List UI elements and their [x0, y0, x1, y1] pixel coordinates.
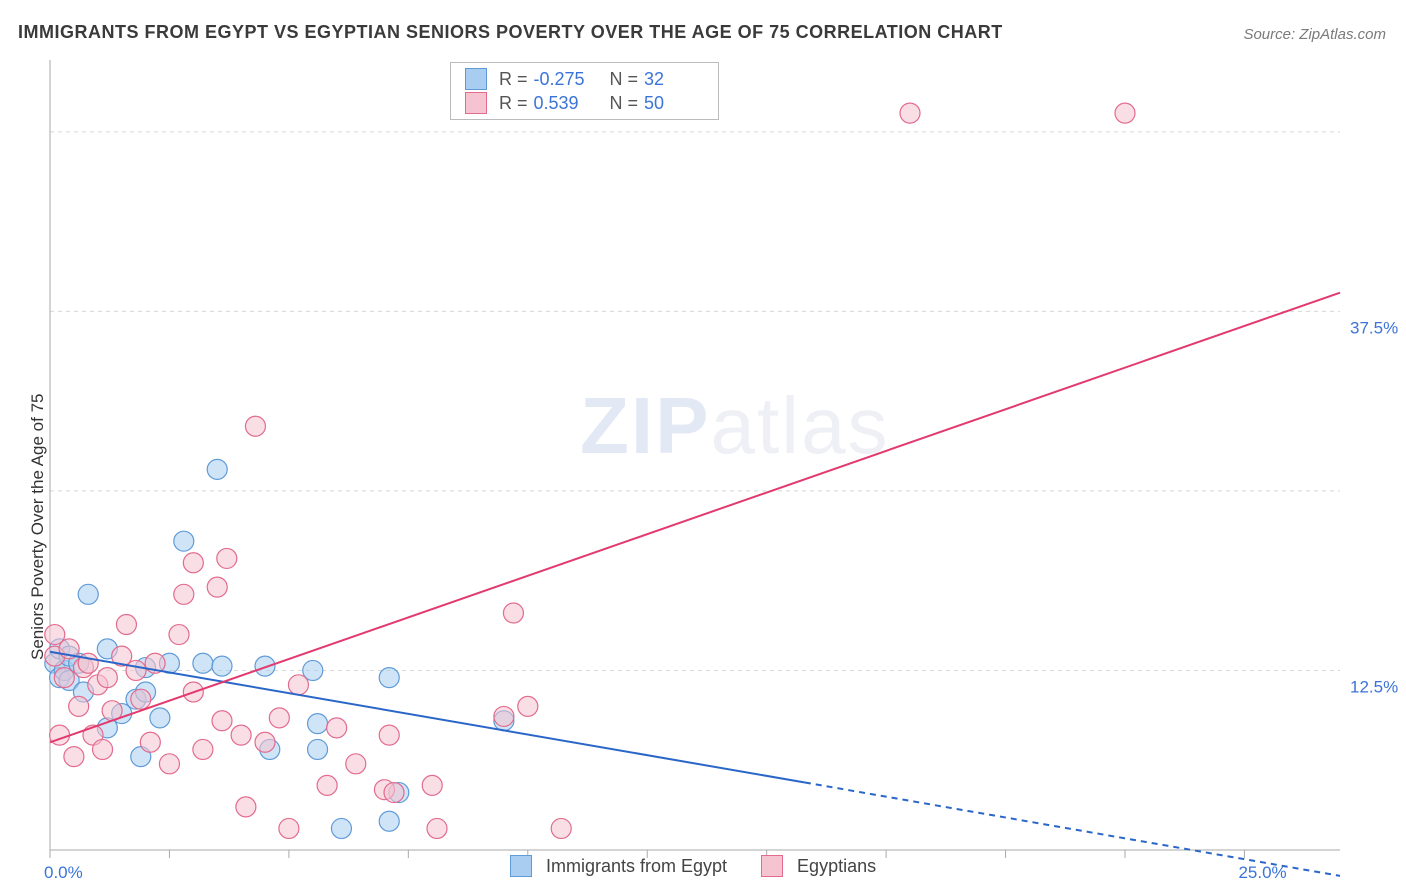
data-point	[327, 718, 347, 738]
data-point	[212, 656, 232, 676]
data-point	[97, 668, 117, 688]
data-point	[69, 696, 89, 716]
chart-plot-area: 12.5%37.5%0.0%25.0%	[50, 60, 1386, 860]
data-point	[64, 747, 84, 767]
data-point	[169, 625, 189, 645]
y-tick-label: 12.5%	[1350, 677, 1398, 696]
data-point	[427, 818, 447, 838]
data-point	[217, 548, 237, 568]
legend-r-value: -0.275	[534, 69, 594, 90]
data-point	[1115, 103, 1135, 123]
data-point	[207, 459, 227, 479]
data-point	[308, 714, 328, 734]
data-point	[494, 706, 514, 726]
data-point	[159, 754, 179, 774]
data-point	[518, 696, 538, 716]
y-axis-label: Seniors Poverty Over the Age of 75	[28, 394, 48, 660]
legend-swatch	[761, 855, 783, 877]
data-point	[140, 732, 160, 752]
legend-series-label: Immigrants from Egypt	[546, 856, 727, 877]
data-point	[126, 660, 146, 680]
regression-line	[50, 293, 1340, 743]
series-legend: Immigrants from Egypt Egyptians	[510, 855, 876, 877]
data-point	[212, 711, 232, 731]
source-attribution: Source: ZipAtlas.com	[1243, 26, 1386, 43]
correlation-legend: R = -0.275 N = 32R = 0.539 N = 50	[450, 62, 719, 120]
data-point	[54, 668, 74, 688]
legend-r-label: R =	[499, 69, 528, 90]
data-point	[150, 708, 170, 728]
data-point	[269, 708, 289, 728]
data-point	[255, 656, 275, 676]
data-point	[384, 783, 404, 803]
data-point	[379, 668, 399, 688]
legend-row: R = -0.275 N = 32	[451, 67, 718, 91]
legend-n-label: N =	[600, 93, 639, 114]
legend-item: Immigrants from Egypt	[510, 855, 727, 877]
legend-series-label: Egyptians	[797, 856, 876, 877]
data-point	[331, 818, 351, 838]
x-tick-label: 0.0%	[44, 863, 83, 882]
data-point	[379, 811, 399, 831]
data-point	[503, 603, 523, 623]
data-point	[207, 577, 227, 597]
data-point	[279, 818, 299, 838]
data-point	[193, 739, 213, 759]
x-tick-label: 25.0%	[1238, 863, 1286, 882]
legend-swatch	[465, 92, 487, 114]
data-point	[317, 775, 337, 795]
legend-r-label: R =	[499, 93, 528, 114]
data-point	[288, 675, 308, 695]
data-point	[174, 531, 194, 551]
data-point	[551, 818, 571, 838]
data-point	[346, 754, 366, 774]
chart-title: IMMIGRANTS FROM EGYPT VS EGYPTIAN SENIOR…	[18, 22, 1003, 43]
legend-row: R = 0.539 N = 50	[451, 91, 718, 115]
data-point	[174, 584, 194, 604]
data-point	[308, 739, 328, 759]
data-point	[900, 103, 920, 123]
data-point	[78, 584, 98, 604]
data-point	[255, 732, 275, 752]
data-point	[183, 553, 203, 573]
data-point	[422, 775, 442, 795]
data-point	[245, 416, 265, 436]
legend-item: Egyptians	[761, 855, 876, 877]
legend-swatch	[510, 855, 532, 877]
data-point	[231, 725, 251, 745]
legend-r-value: 0.539	[534, 93, 594, 114]
legend-n-label: N =	[600, 69, 639, 90]
data-point	[193, 653, 213, 673]
scatter-plot-svg: 12.5%37.5%0.0%25.0%	[50, 60, 1386, 860]
data-point	[236, 797, 256, 817]
data-point	[93, 739, 113, 759]
data-point	[116, 614, 136, 634]
regression-line-extrapolated	[805, 782, 1340, 875]
data-point	[379, 725, 399, 745]
legend-swatch	[465, 68, 487, 90]
data-point	[131, 689, 151, 709]
y-tick-label: 37.5%	[1350, 318, 1398, 337]
legend-n-value: 50	[644, 93, 704, 114]
legend-n-value: 32	[644, 69, 704, 90]
